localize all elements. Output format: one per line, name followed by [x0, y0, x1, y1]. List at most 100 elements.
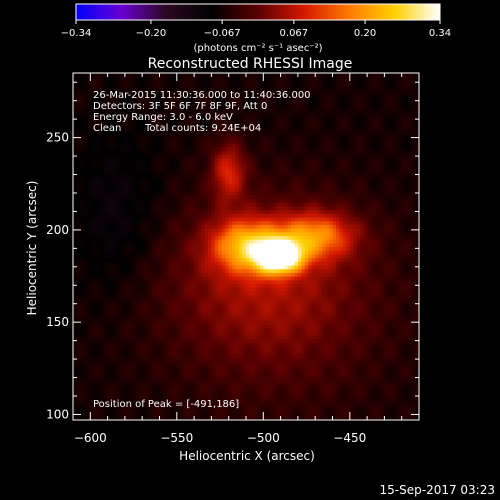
heatmap-cell: [128, 98, 133, 104]
heatmap-cell: [159, 76, 164, 81]
heatmap-cell: [197, 283, 202, 288]
heatmap-cell: [142, 316, 147, 321]
heatmap-cell: [138, 349, 143, 355]
heatmap-cell: [228, 408, 233, 414]
heatmap-cell: [183, 368, 188, 373]
heatmap-cell: [124, 372, 129, 377]
heatmap-cell: [97, 91, 102, 96]
heatmap-cell: [218, 102, 223, 107]
heatmap-cell: [114, 416, 119, 420]
heatmap-cell: [128, 242, 133, 248]
heatmap-cell: [211, 128, 216, 133]
heatmap-cell: [76, 383, 81, 388]
heatmap-cell: [93, 161, 98, 166]
heatmap-cell: [138, 412, 143, 417]
heatmap-cell: [166, 113, 171, 118]
heatmap-cell: [242, 324, 247, 329]
heatmap-cell: [207, 183, 212, 189]
heatmap-cell: [121, 372, 126, 377]
heatmap-cell: [190, 76, 195, 81]
heatmap-cell: [207, 128, 212, 133]
heatmap-cell: [201, 87, 206, 93]
heatmap-cell: [242, 205, 247, 211]
heatmap-cell: [225, 372, 230, 377]
heatmap-cell: [79, 383, 84, 388]
heatmap-cell: [90, 161, 95, 166]
heatmap-cell: [211, 76, 216, 81]
heatmap-cell: [149, 106, 154, 111]
heatmap-cell: [228, 301, 233, 307]
heatmap-cell: [239, 320, 244, 325]
heatmap-cell: [176, 231, 181, 237]
heatmap-cell: [142, 397, 147, 403]
heatmap-cell: [107, 120, 112, 126]
heatmap-cell: [131, 120, 136, 126]
heatmap-cell: [79, 168, 84, 174]
heatmap-cell: [83, 253, 88, 259]
heatmap-cell: [138, 250, 143, 255]
heatmap-cell: [73, 176, 78, 181]
heatmap-cell: [173, 279, 178, 285]
heatmap-cell: [159, 117, 164, 122]
heatmap-cell: [111, 383, 116, 388]
heatmap-cell: [228, 150, 233, 155]
heatmap-cell: [117, 346, 123, 351]
heatmap-cell: [73, 213, 78, 218]
heatmap-cell: [97, 176, 102, 181]
heatmap-cell: [246, 183, 251, 189]
heatmap-cell: [204, 239, 209, 244]
heatmap-cell: [242, 139, 247, 144]
heatmap-cell: [207, 268, 212, 273]
heatmap-cell: [79, 95, 84, 100]
heatmap-cell: [107, 397, 112, 403]
heatmap-cell: [121, 168, 126, 174]
heatmap-cell: [100, 205, 105, 211]
heatmap-cell: [252, 246, 257, 251]
heatmap-cell: [142, 338, 147, 344]
heatmap-cell: [221, 209, 226, 214]
heatmap-cell: [197, 338, 202, 344]
heatmap-cell: [131, 228, 136, 233]
heatmap-cell: [159, 109, 164, 115]
heatmap-cell: [93, 165, 98, 170]
heatmap-cell: [97, 375, 102, 380]
heatmap-cell: [225, 216, 230, 222]
heatmap-cell: [131, 165, 136, 170]
heatmap-cell: [90, 216, 95, 222]
heatmap-cell: [90, 242, 95, 248]
heatmap-cell: [221, 154, 226, 159]
heatmap-cell: [242, 338, 247, 344]
heatmap-cell: [156, 135, 161, 141]
heatmap-cell: [90, 176, 95, 181]
heatmap-cell: [100, 309, 105, 314]
heatmap-cell: [228, 357, 233, 362]
heatmap-cell: [162, 135, 168, 141]
heatmap-cell: [176, 268, 181, 273]
heatmap-cell: [218, 135, 223, 141]
heatmap-cell: [111, 209, 116, 214]
heatmap-cell: [249, 353, 254, 358]
heatmap-cell: [201, 342, 206, 347]
heatmap-cell: [142, 346, 147, 351]
heatmap-cell: [121, 305, 126, 310]
heatmap-cell: [76, 261, 81, 266]
heatmap-cell: [83, 383, 88, 388]
heatmap-cell: [232, 349, 237, 355]
heatmap-cell: [86, 368, 91, 373]
heatmap-cell: [176, 135, 181, 141]
heatmap-cell: [111, 128, 116, 133]
heatmap-cell: [180, 183, 185, 189]
heatmap-cell: [121, 309, 126, 314]
heatmap-cell: [156, 154, 161, 159]
heatmap-cell: [228, 379, 233, 384]
heatmap-cell: [201, 283, 206, 288]
heatmap-cell: [211, 113, 216, 118]
heatmap-cell: [218, 183, 223, 189]
heatmap-cell: [207, 298, 212, 303]
heatmap-cell: [173, 416, 178, 420]
heatmap-cell: [169, 180, 174, 185]
heatmap-cell: [173, 349, 178, 355]
heatmap-cell: [121, 364, 126, 369]
heatmap-cell: [93, 405, 98, 410]
heatmap-cell: [207, 397, 212, 403]
